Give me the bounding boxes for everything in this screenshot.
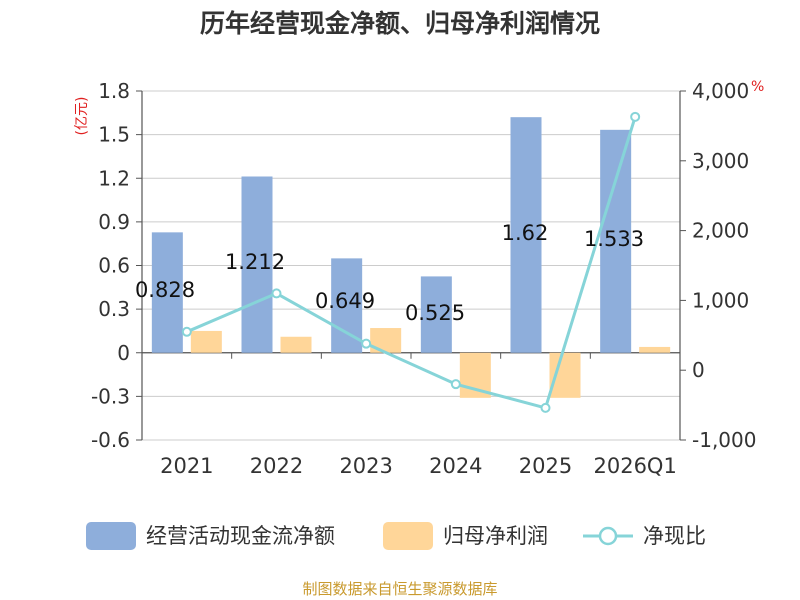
data-labels: 0.828 1.212 0.649 0.525 1.62 1.533 xyxy=(135,221,644,325)
category-label: 2025 xyxy=(519,454,572,478)
cashflow-bar xyxy=(600,129,632,353)
left-tick-label: 0.9 xyxy=(98,210,130,234)
right-tick-label: 4,000 xyxy=(692,79,749,103)
cashflow-data-label: 0.649 xyxy=(315,289,375,313)
grid xyxy=(142,90,680,441)
net-cash-ratio-point xyxy=(271,288,282,299)
legend: 经营活动现金流净额 归母净利润 净现比 xyxy=(86,522,706,550)
right-tick-label: 2,000 xyxy=(692,219,749,243)
line-series xyxy=(181,111,641,413)
left-tick-label: 0 xyxy=(117,341,130,365)
right-tick-label: -1,000 xyxy=(692,428,756,452)
right-tick-label: 0 xyxy=(692,358,705,382)
left-tick-label: -0.6 xyxy=(91,428,130,452)
legend-swatch xyxy=(86,522,136,550)
net-cash-ratio-point xyxy=(450,379,461,390)
cashflow-bar xyxy=(151,232,183,353)
cashflow-bar xyxy=(510,117,542,353)
left-tick-label: -0.3 xyxy=(91,384,130,408)
cashflow-data-label: 1.212 xyxy=(225,250,285,274)
cashflow-bar xyxy=(420,276,452,353)
left-tick-label: 1.5 xyxy=(98,123,130,147)
cashflow-bar xyxy=(241,176,273,353)
legend-marker xyxy=(598,526,618,546)
net-cash-ratio-line xyxy=(186,116,637,410)
cashflow-data-label: 0.525 xyxy=(405,301,465,325)
left-tick-label: 0.6 xyxy=(98,254,130,278)
category-label: 2024 xyxy=(429,454,482,478)
chart-title: 历年经营现金净额、归母净利润情况 xyxy=(200,9,600,38)
left-tick-label: 1.8 xyxy=(98,79,130,103)
cashflow-data-label: 0.828 xyxy=(135,278,195,302)
net-cash-ratio-point xyxy=(361,338,372,349)
category-label: 2022 xyxy=(250,454,303,478)
category-label: 2023 xyxy=(339,454,392,478)
left-tick-label: 0.3 xyxy=(98,297,130,321)
axes: 1.8 1.5 1.2 0.9 0.6 0.3 0 -0.3 -0.6 4,000 3,000 2,0… xyxy=(91,79,757,478)
category-label: 2026Q1 xyxy=(593,454,676,478)
net-profit-bar xyxy=(280,336,312,353)
net-profit-bar xyxy=(639,346,671,353)
source-note: 制图数据来自恒生聚源数据库 xyxy=(302,580,497,598)
legend-label: 经营活动现金流净额 xyxy=(146,524,335,548)
legend-label: 归母净利润 xyxy=(443,524,548,548)
net-cash-ratio-point xyxy=(540,402,551,413)
right-tick-label: 3,000 xyxy=(692,149,749,173)
cashflow-data-label: 1.62 xyxy=(502,221,549,245)
category-label: 2021 xyxy=(160,454,213,478)
net-cash-ratio-point xyxy=(181,326,192,337)
net-profit-bar xyxy=(190,330,222,353)
legend-label: 净现比 xyxy=(643,524,706,548)
right-tick-label: 1,000 xyxy=(692,288,749,312)
legend-swatch xyxy=(383,522,433,550)
cashflow-data-label: 1.533 xyxy=(584,227,644,251)
left-axis-unit: (亿元) xyxy=(74,97,90,136)
right-axis-unit: % xyxy=(751,79,764,95)
net-cash-ratio-point xyxy=(630,111,641,122)
left-tick-label: 1.2 xyxy=(98,166,130,190)
